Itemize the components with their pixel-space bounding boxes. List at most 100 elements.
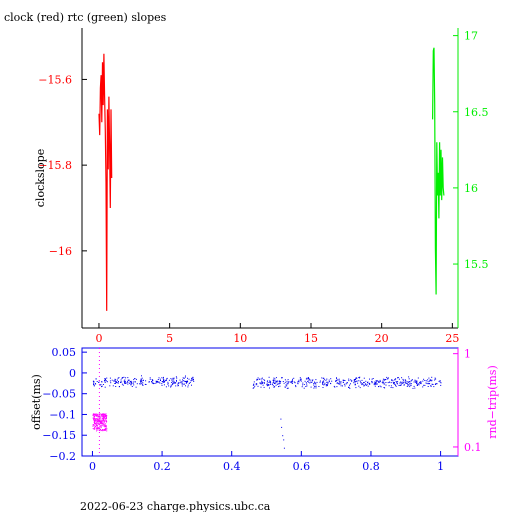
- offset-point: [183, 380, 185, 382]
- offset-point: [391, 379, 393, 381]
- offset-point: [413, 385, 415, 387]
- offset-point: [163, 380, 164, 381]
- offset-point: [252, 384, 254, 386]
- x-tick-label: 0.6: [293, 460, 311, 473]
- offset-point: [151, 379, 153, 381]
- offset-point: [186, 382, 188, 383]
- offset-point: [431, 383, 433, 385]
- offset-point: [408, 378, 410, 380]
- offset-point: [330, 383, 332, 385]
- roundtrip-point: [105, 415, 107, 416]
- roundtrip-point: [96, 427, 98, 429]
- offset-point: [405, 381, 407, 383]
- offset-point: [316, 381, 318, 383]
- offset-point: [406, 385, 408, 387]
- offset-point: [377, 380, 379, 382]
- offset-point: [406, 381, 408, 383]
- offset-point: [157, 381, 159, 383]
- offset-point: [262, 382, 264, 384]
- offset-point: [281, 377, 282, 379]
- offset-point: [359, 380, 361, 382]
- offset-point: [398, 384, 400, 386]
- roundtrip-point: [99, 428, 101, 430]
- offset-point: [436, 383, 438, 385]
- clock-slope-line: [98, 53, 113, 311]
- roundtrip-point: [97, 421, 99, 423]
- offset-point: [154, 383, 156, 384]
- offset-outlier: [283, 439, 285, 441]
- offset-point: [157, 380, 158, 382]
- offset-point: [135, 386, 137, 388]
- offset-point: [409, 386, 411, 388]
- offset-point: [358, 380, 360, 382]
- roundtrip-point: [102, 429, 104, 430]
- roundtrip-point: [98, 421, 100, 422]
- y-tick-label: −0.2: [49, 450, 76, 463]
- roundtrip-point: [103, 422, 105, 424]
- offset-point: [181, 385, 183, 387]
- offset-point: [407, 383, 409, 385]
- offset-point: [101, 386, 102, 388]
- roundtrip-point: [98, 418, 100, 420]
- roundtrip-point: [97, 422, 99, 424]
- offset-point: [181, 383, 183, 385]
- offset-point: [326, 384, 328, 385]
- roundtrip-point: [92, 425, 94, 427]
- offset-point: [185, 380, 187, 382]
- offset-point: [111, 379, 113, 381]
- offset-point: [350, 379, 352, 381]
- offset-point: [264, 380, 266, 382]
- offset-point: [363, 377, 365, 379]
- offset-point: [372, 378, 374, 379]
- offset-point: [355, 379, 356, 380]
- offset-point: [166, 378, 168, 380]
- offset-point: [144, 383, 146, 385]
- roundtrip-point: [100, 421, 102, 423]
- offset-point: [361, 382, 362, 384]
- offset-point: [295, 385, 297, 387]
- offset-point: [253, 387, 255, 389]
- offset-point: [115, 379, 117, 381]
- offset-point: [336, 378, 338, 380]
- offset-point: [155, 382, 157, 384]
- offset-point: [335, 380, 337, 381]
- offset-point: [313, 383, 315, 385]
- offset-point: [123, 380, 125, 382]
- offset-point: [267, 380, 269, 382]
- offset-point: [180, 382, 182, 384]
- offset-point: [172, 384, 174, 386]
- roundtrip-point: [106, 421, 107, 423]
- x-tick-label: 15: [304, 332, 318, 345]
- offset-point: [130, 381, 132, 383]
- offset-point: [391, 379, 393, 381]
- offset-point: [176, 377, 178, 379]
- offset-point: [403, 384, 405, 386]
- offset-point: [185, 381, 186, 382]
- roundtrip-point: [97, 427, 99, 429]
- roundtrip-point: [96, 420, 97, 422]
- y-tick-label: 0: [69, 367, 76, 380]
- offset-point: [380, 386, 382, 388]
- offset-point: [297, 382, 299, 384]
- offset-point: [140, 381, 142, 383]
- offset-point: [132, 382, 134, 384]
- offset-point: [101, 381, 103, 383]
- offset-point: [385, 384, 387, 386]
- roundtrip-point: [95, 415, 97, 417]
- roundtrip-point: [92, 414, 94, 416]
- offset-point: [440, 382, 442, 384]
- offset-point: [149, 377, 151, 379]
- offset-point: [272, 382, 274, 384]
- offset-point: [338, 382, 340, 384]
- offset-point: [140, 380, 142, 382]
- y-axis-label: offset(ms): [30, 374, 43, 430]
- offset-point: [142, 383, 144, 385]
- offset-point: [302, 384, 304, 386]
- offset-point: [304, 380, 306, 382]
- offset-point: [134, 381, 136, 383]
- offset-point: [263, 379, 265, 381]
- offset-point: [366, 383, 368, 385]
- offset-point: [409, 384, 411, 386]
- offset-point: [181, 382, 183, 384]
- roundtrip-point: [105, 426, 107, 428]
